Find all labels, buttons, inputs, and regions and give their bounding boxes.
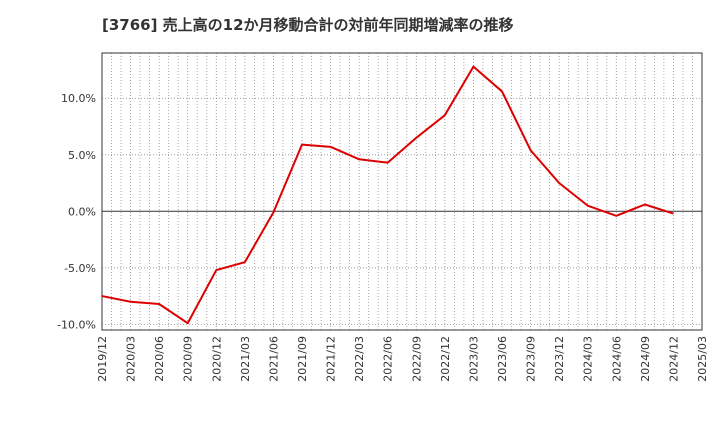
x-tick-label: 2022/09 bbox=[410, 336, 423, 382]
x-tick-label: 2021/06 bbox=[267, 336, 280, 382]
x-tick-label: 2024/06 bbox=[610, 336, 623, 382]
x-tick-label: 2021/12 bbox=[325, 336, 338, 382]
series-layer bbox=[101, 65, 674, 325]
x-tick-label: 2021/03 bbox=[239, 336, 252, 382]
x-tick-label: 2023/03 bbox=[467, 336, 480, 382]
x-tick-label: 2022/12 bbox=[439, 336, 452, 382]
x-tick-label: 2022/03 bbox=[353, 336, 366, 382]
x-tick-label: 2022/06 bbox=[382, 336, 395, 382]
x-tick-label: 2024/12 bbox=[667, 336, 680, 382]
y-tick-label: -10.0% bbox=[57, 318, 96, 331]
x-tick-label: 2020/09 bbox=[182, 336, 195, 382]
y-tick-label: -5.0% bbox=[64, 262, 96, 275]
x-tick-label: 2019/12 bbox=[96, 336, 109, 382]
x-tick-label: 2023/06 bbox=[496, 336, 509, 382]
axis-layer bbox=[101, 52, 703, 331]
x-tick-label: 2020/06 bbox=[153, 336, 166, 382]
plot-frame bbox=[101, 52, 703, 331]
label-layer: -10.0% -5.0% 0.0% 5.0% 10.0% 2019/12 2020/03 20… bbox=[57, 92, 709, 381]
x-tick-label: 2020/03 bbox=[125, 336, 138, 382]
y-tick-label: 10.0% bbox=[61, 92, 96, 105]
chart-title: [3766] 売上高の12か月移動合計の対前年同期増減率の推移 bbox=[102, 16, 514, 34]
x-tick-label: 2025/03 bbox=[696, 336, 709, 382]
x-tick-label: 2023/09 bbox=[525, 336, 538, 382]
y-tick-label: 0.0% bbox=[68, 205, 96, 218]
x-tick-label: 2020/12 bbox=[210, 336, 223, 382]
x-tick-label: 2023/12 bbox=[553, 336, 566, 382]
y-tick-label: 5.0% bbox=[68, 149, 96, 162]
x-tick-label: 2024/09 bbox=[639, 336, 652, 382]
series-line bbox=[101, 65, 674, 325]
x-tick-label: 2021/09 bbox=[296, 336, 309, 382]
x-tick-label: 2024/03 bbox=[582, 336, 595, 382]
grid-layer bbox=[102, 53, 702, 330]
